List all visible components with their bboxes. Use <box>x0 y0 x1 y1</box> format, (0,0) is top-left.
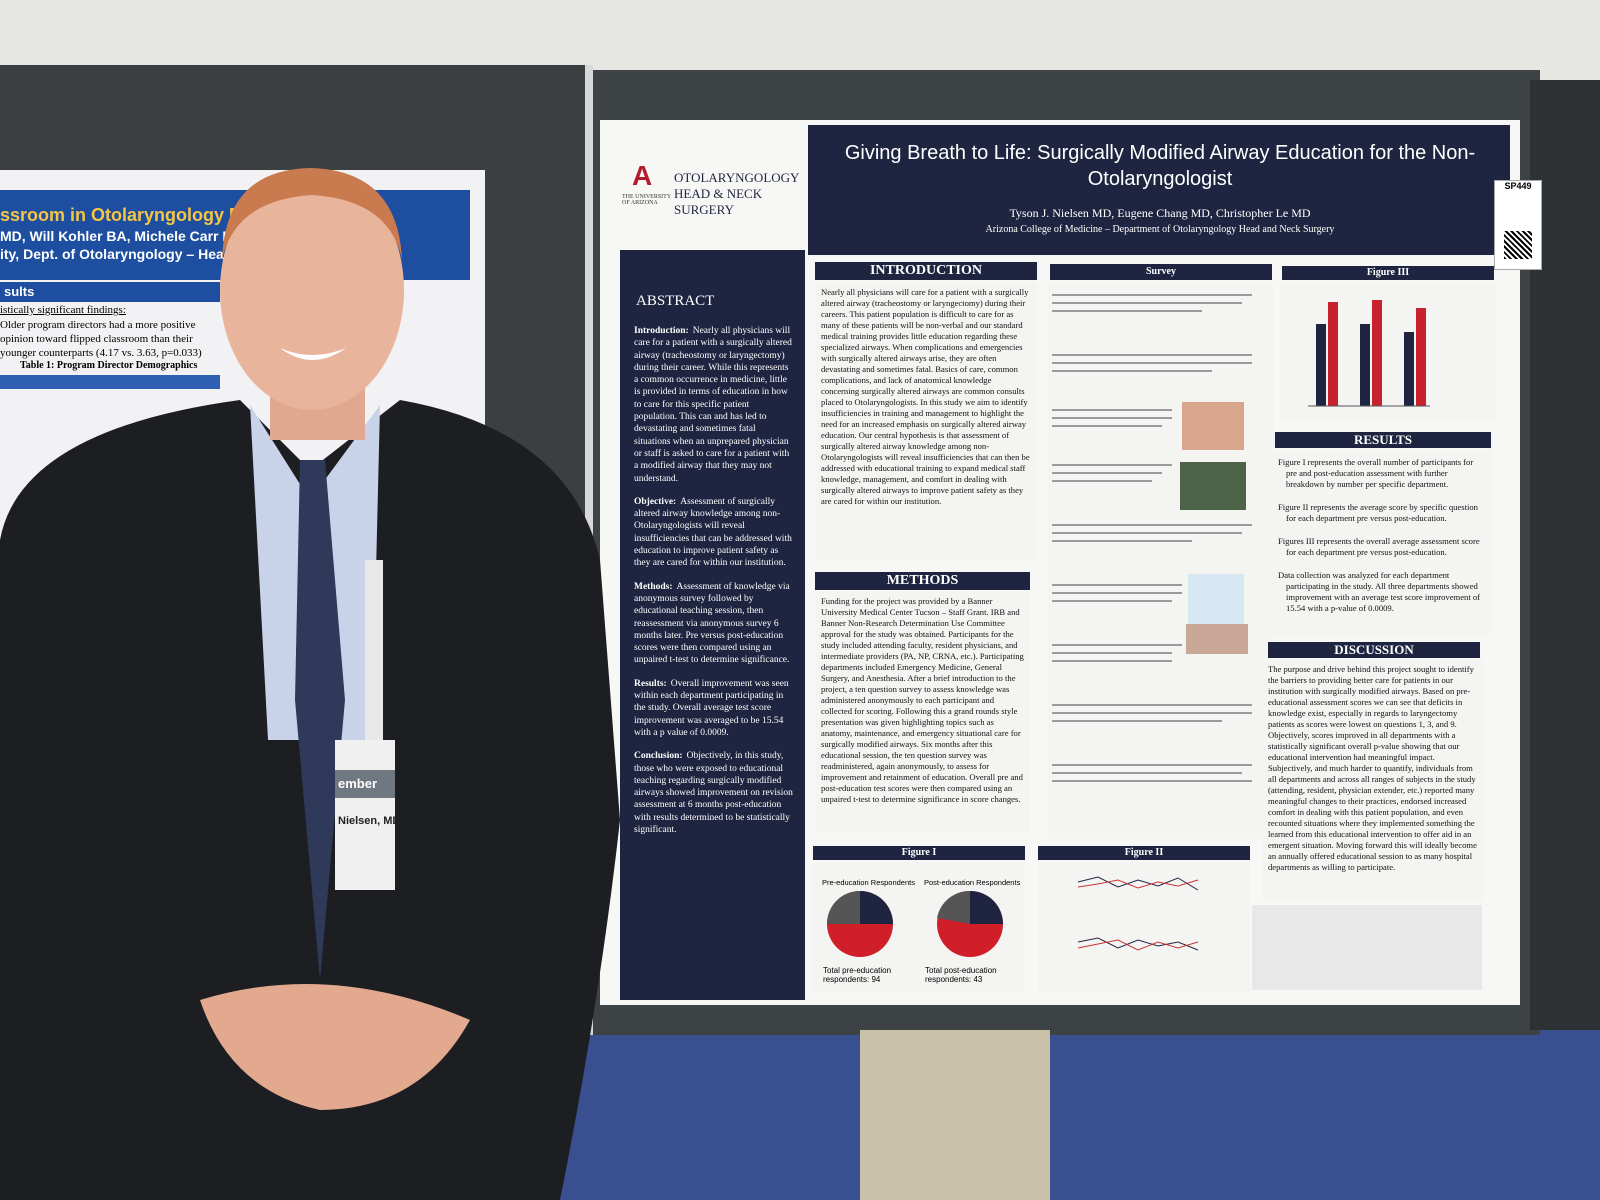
survey-body <box>1048 284 1274 839</box>
fig2-bg <box>1038 862 1250 992</box>
badge-band <box>335 770 395 798</box>
left-section: sults <box>4 284 35 299</box>
fig1-post-total: Total post-education respondents: 43 <box>925 966 997 984</box>
abstract-panel <box>620 250 805 1000</box>
results-bullet: Figures III represents the overall avera… <box>1278 536 1480 557</box>
left-finding: Older program directors had a more posit… <box>0 319 202 359</box>
abstract-text: Assessment of surgically altered airway … <box>634 496 792 569</box>
poster-title: Giving Breath to Life: Surgically Modifi… <box>844 142 1476 190</box>
methods-heading: METHODS <box>815 572 1030 590</box>
abstract-text: Overall improvement was seen within each… <box>634 678 789 738</box>
left-affiliation: ity, Dept. of Otolaryngology – Head <box>0 246 233 262</box>
title-banner <box>808 125 1510 255</box>
abstract-label: Introduction: <box>634 326 689 336</box>
left-table-head <box>0 375 220 389</box>
abstract-body: Introduction: Nearly all physicians will … <box>634 325 794 847</box>
fig3-bar <box>1328 302 1338 406</box>
survey-image <box>1188 574 1244 624</box>
fig3-panel <box>1280 284 1496 422</box>
fig1-post-label: Post-education Respondents <box>924 878 1021 887</box>
pie-slice <box>860 891 893 924</box>
fig2-panel <box>1038 862 1250 992</box>
abstract-heading: ABSTRACT <box>636 293 715 309</box>
abstract-label: Methods: <box>634 581 673 592</box>
results-body: Figure I represents the overall number o… <box>1270 450 1492 635</box>
face <box>220 170 404 410</box>
abstract-label: Results: <box>634 678 667 689</box>
survey-image <box>1182 402 1244 450</box>
abstract-paragraph: Results: Overall improvement was seen wit… <box>634 678 794 739</box>
pie-slice <box>970 891 1003 924</box>
legs <box>860 1030 1050 1200</box>
abstract-paragraph: Methods: Assessment of knowledge via anon… <box>634 581 794 667</box>
left-table-title: Table 1: Program Director Demographics <box>20 360 198 371</box>
abstract-text: Assessment of knowledge via anonymous su… <box>634 581 790 666</box>
discussion-text: The purpose and drive behind this projec… <box>1262 660 1484 900</box>
fig1-heading: Figure I <box>813 846 1025 860</box>
fig3-bg <box>1280 284 1496 422</box>
fig1-pre-label: Pre-education Respondents <box>822 878 915 887</box>
fig2-line <box>1077 876 1199 891</box>
abstract-paragraph: Objective: Assessment of surgically alter… <box>634 496 794 570</box>
left-results-bar <box>0 282 220 302</box>
abstract-text: Objectively, in this study, those who we… <box>634 751 793 835</box>
results-heading: RESULTS <box>1275 432 1491 448</box>
survey-image <box>1180 462 1246 510</box>
logo-university: THE UNIVERSITY OF ARIZONA <box>622 194 671 206</box>
badge <box>335 740 395 890</box>
left-findings-heading: istically significant findings: <box>0 304 126 316</box>
survey-image <box>1186 624 1248 654</box>
fig1-pies <box>827 890 1003 957</box>
badge-role: ember <box>338 776 378 791</box>
intro-heading: INTRODUCTION <box>815 262 1037 280</box>
tie <box>295 460 345 980</box>
hands <box>200 984 470 1110</box>
references-panel <box>1252 905 1482 990</box>
abstract-label: Conclusion: <box>634 751 683 762</box>
person <box>0 168 620 1200</box>
poster-id-card: SP449 <box>1494 180 1542 270</box>
logo-mark: A <box>632 160 653 191</box>
survey-lines <box>1052 294 1252 782</box>
fig2-line <box>1077 879 1199 889</box>
logo-department: OTOLARYNGOLOGY HEAD & NECK SURGERY <box>674 170 799 217</box>
methods-text: Funding for the project was provided by … <box>815 592 1030 832</box>
poster-authors: Tyson J. Nielsen MD, Eugene Chang MD, Ch… <box>1009 206 1311 220</box>
left-authors: MD, Will Kohler BA, Michele Carr MD <box>0 228 245 244</box>
fig2-heading: Figure II <box>1038 846 1250 860</box>
fig2-line <box>1077 937 1199 951</box>
pie-slice <box>827 891 860 924</box>
discussion-heading: DISCUSSION <box>1268 642 1480 658</box>
abstract-paragraph: Conclusion: Objectively, in this study, t… <box>634 750 794 836</box>
survey-heading: Survey <box>1050 264 1272 280</box>
qr-code <box>1504 231 1532 259</box>
smile <box>280 348 346 360</box>
abstract-text: Nearly all physicians will care for a pa… <box>634 326 792 484</box>
poster-id: SP449 <box>1504 181 1532 191</box>
left-title: ssroom in Otolaryngology R <box>0 205 243 225</box>
fig3-heading: Figure III <box>1282 266 1494 280</box>
results-bullet: Figure II represents the average score b… <box>1278 502 1478 523</box>
fig2-line <box>1077 939 1199 951</box>
fig3-bar <box>1416 308 1426 406</box>
fig3-bar <box>1404 332 1414 406</box>
fig3-bar <box>1372 300 1382 406</box>
badge-name: Nielsen, MD <box>338 815 401 827</box>
fig3-bar <box>1316 324 1326 406</box>
survey-bg <box>1048 284 1274 839</box>
abstract-label: Objective: <box>634 496 677 507</box>
fig1-pre-total: Total pre-education respondents: 94 <box>823 966 892 984</box>
results-bullet: Data collection was analyzed for each de… <box>1278 570 1481 613</box>
pie-slice <box>937 890 970 924</box>
poster-affiliation: Arizona College of Medicine – Department… <box>985 224 1335 235</box>
results-bullet: Figure I represents the overall number o… <box>1278 457 1474 489</box>
hair <box>222 168 402 260</box>
fig3-bar <box>1360 324 1370 406</box>
abstract-paragraph: Introduction: Nearly all physicians will … <box>634 325 794 485</box>
intro-text: Nearly all physicians will care for a pa… <box>815 283 1037 560</box>
